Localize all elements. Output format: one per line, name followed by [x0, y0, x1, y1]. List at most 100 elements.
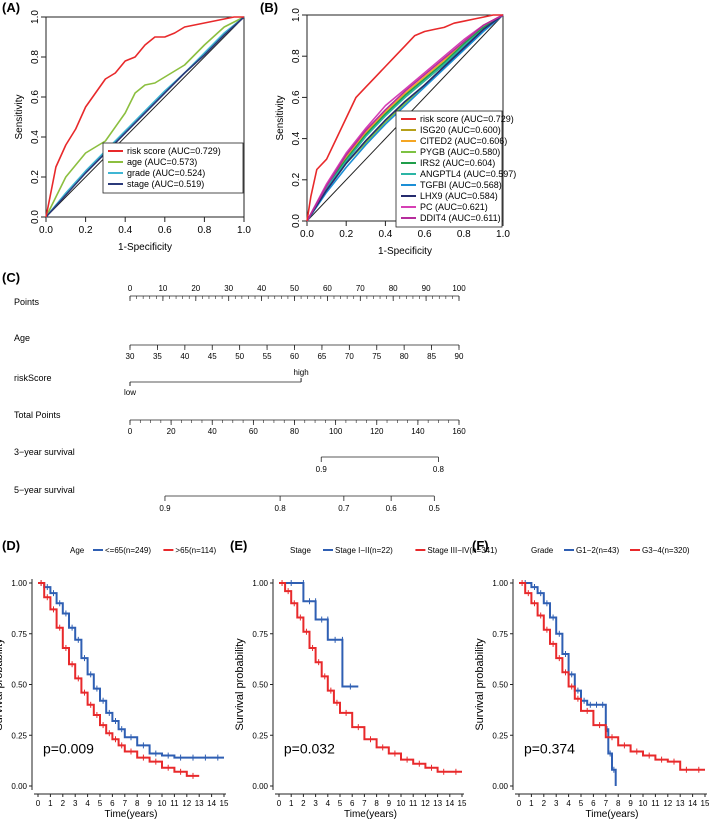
roc-curve-8 — [306, 14, 504, 222]
nomogram-tick-label: 50 — [290, 284, 299, 293]
x-tick-label: 1 — [529, 799, 534, 808]
legend-entry: <=65(n=249) — [105, 546, 151, 555]
nomogram-tick-label: 90 — [422, 284, 431, 293]
nomogram-tick-label: 0.8 — [433, 465, 445, 474]
x-tick-label: 11 — [170, 799, 179, 808]
x-tick-label: 0.6 — [418, 229, 432, 240]
nomogram-row-label: 5−year survival — [14, 485, 75, 495]
x-axis-label: 1-Specificity — [378, 246, 432, 257]
y-axis-label: Survival probability — [0, 638, 5, 731]
x-tick-label: 10 — [158, 799, 167, 808]
x-tick-label: 8 — [374, 799, 379, 808]
x-tick-label: 0.8 — [457, 229, 471, 240]
legend-entry: CITED2 (AUC=0.606) — [420, 136, 507, 146]
y-tick-label: 0.2 — [291, 172, 302, 186]
panel-label-a: (A) — [2, 0, 20, 15]
y-tick-label: 0.4 — [30, 130, 41, 144]
y-tick-label: 0.25 — [11, 731, 27, 740]
x-tick-label: 3 — [554, 799, 559, 808]
x-tick-label: 14 — [688, 799, 697, 808]
nomogram-tick-label: 40 — [257, 284, 266, 293]
roc-curve-6 — [306, 14, 504, 222]
legend-entry: >65(n=114) — [175, 546, 216, 555]
nomogram-tick-label: 55 — [263, 352, 272, 361]
nomogram-row-label: Age — [14, 333, 30, 343]
roc-curve-4 — [45, 16, 245, 218]
x-tick-label: 1 — [48, 799, 53, 808]
y-tick-label: 0.25 — [252, 731, 268, 740]
nomogram-tick-label: 0.7 — [338, 504, 350, 513]
nomogram-tick-label: 80 — [400, 352, 409, 361]
x-tick-label: 0.6 — [158, 225, 172, 236]
y-axis-label: Survival probability — [474, 638, 486, 731]
km-chart-f: 0.000.250.500.751.000 1 2 3 4 5 6 7 8 9 10 11 12 13 14… — [474, 546, 709, 820]
x-tick-label: 0.0 — [300, 229, 314, 240]
x-tick-label: 10 — [397, 799, 406, 808]
legend-entry: IRS2 (AUC=0.604) — [420, 158, 495, 168]
nomogram-tick-label: 0.6 — [386, 504, 398, 513]
x-tick-label: 11 — [651, 799, 660, 808]
nomogram-row-label: Points — [14, 297, 40, 307]
x-tick-label: 0.8 — [197, 225, 211, 236]
nomogram-tick-label: 80 — [389, 284, 398, 293]
x-tick-label: 0 — [36, 799, 41, 808]
legend-entry: LHX9 (AUC=0.584) — [420, 191, 498, 201]
x-tick-label: 12 — [421, 799, 430, 808]
x-tick-label: 6 — [350, 799, 355, 808]
y-tick-label: 0.2 — [30, 170, 41, 184]
legend-box — [102, 142, 244, 194]
y-tick-label: 0.6 — [30, 90, 41, 104]
legend-entry: DDIT4 (AUC=0.611) — [420, 213, 501, 223]
y-tick-label: 0.8 — [30, 50, 41, 64]
p-value: p=0.032 — [284, 741, 335, 757]
legend-entry: G1−2(n=43) — [576, 546, 619, 555]
y-tick-label: 1.00 — [11, 579, 27, 588]
km-curve-2 — [519, 582, 705, 771]
nomogram-tick-label: 60 — [249, 427, 258, 436]
nomogram-tick-label: low — [124, 388, 136, 397]
x-tick-label: 8 — [616, 799, 621, 808]
legend-entry: risk score (AUC=0.729) — [127, 146, 221, 156]
x-tick-label: 7 — [604, 799, 609, 808]
nomogram-tick-label: 0.9 — [159, 504, 171, 513]
y-tick-label: 0.6 — [291, 90, 302, 104]
y-axis-label: Sensitivity — [275, 95, 286, 140]
nomogram-tick-label: 0.5 — [429, 504, 441, 513]
y-tick-label: 0.50 — [11, 681, 27, 690]
roc-curve-10 — [306, 14, 504, 222]
p-value: p=0.009 — [43, 741, 94, 757]
y-tick-label: 0.0 — [30, 210, 41, 224]
x-tick-label: 7 — [362, 799, 367, 808]
y-tick-label: 0.8 — [291, 49, 302, 63]
nomogram-tick-label: 100 — [452, 284, 466, 293]
km-chart-d: 0.000.250.500.751.000 1 2 3 4 5 6 7 8 9 10 11 12 13 14… — [0, 546, 229, 820]
panel-label-f: (F) — [472, 538, 489, 553]
nomogram-row-label: riskScore — [14, 373, 52, 383]
nomogram-tick-label: 65 — [317, 352, 326, 361]
reference-diagonal — [45, 16, 245, 218]
nomogram-tick-label: 35 — [153, 352, 162, 361]
x-tick-label: 0.2 — [79, 225, 93, 236]
plot-frame — [45, 16, 245, 218]
y-tick-label: 0.4 — [291, 131, 302, 145]
x-tick-label: 4 — [566, 799, 571, 808]
x-tick-label: 5 — [98, 799, 103, 808]
x-tick-label: 6 — [110, 799, 115, 808]
x-tick-label: 5 — [579, 799, 584, 808]
legend-entry: G3−4(n=320) — [642, 546, 690, 555]
x-tick-label: 10 — [639, 799, 648, 808]
legend-entry: Stage I−II(n=22) — [335, 546, 393, 555]
legend-entry: TGFBI (AUC=0.568) — [420, 180, 502, 190]
roc-curve-9 — [306, 14, 504, 222]
legend-title: Grade — [531, 546, 554, 555]
panel-label-d: (D) — [2, 538, 20, 553]
x-tick-label: 1 — [289, 799, 294, 808]
x-tick-label: 9 — [147, 799, 152, 808]
legend-entry: grade (AUC=0.524) — [127, 168, 205, 178]
roc-curve-1 — [45, 16, 244, 218]
nomogram-tick-label: 0 — [128, 427, 133, 436]
roc-curve-7 — [306, 14, 504, 222]
x-tick-label: 6 — [591, 799, 596, 808]
nomogram-tick-label: 30 — [224, 284, 233, 293]
